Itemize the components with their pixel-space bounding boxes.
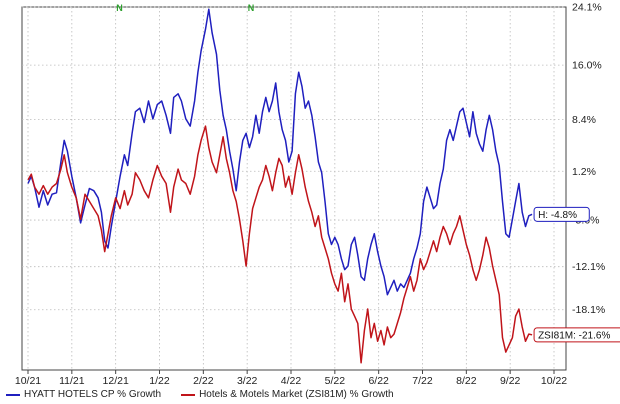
end-label-zsi81m: ZSI81M: -21.6% (538, 330, 610, 341)
x-tick-label: 1/22 (149, 375, 170, 385)
x-tick-label: 5/22 (325, 375, 346, 385)
line-chart: 24.1%16.0%8.4%1.2%-5.6%-12.1%-18.1%10/21… (15, 2, 620, 385)
series-line-hyatt (27, 8, 533, 296)
legend-label-hyatt: HYATT HOTELS CP % Growth (24, 389, 162, 400)
x-tick-label: 10/21 (15, 375, 41, 385)
end-label-box-zsi81m (533, 327, 620, 343)
event-marker: N (116, 3, 123, 13)
plot-area (21, 6, 567, 371)
legend-label-zsi81m: Hotels & Motels Market (ZSI81M) % Growth (199, 389, 394, 400)
x-tick-label: 10/22 (541, 375, 567, 385)
legend-swatch-hyatt (6, 393, 20, 396)
x-tick-label: 8/22 (456, 375, 477, 385)
x-tick-label: 3/22 (237, 375, 258, 385)
x-tick-label: 6/22 (368, 375, 389, 385)
y-tick-label: 16.0% (572, 60, 602, 72)
legend: HYATT HOTELS CP % Growth Hotels & Motels… (0, 385, 620, 404)
y-tick-label: -18.1% (572, 304, 605, 316)
y-tick-label: 24.1% (572, 2, 602, 14)
x-tick-label: 11/21 (59, 375, 85, 385)
y-tick-label: 8.4% (572, 114, 596, 126)
end-label-hyatt: H: -4.8% (538, 210, 577, 221)
x-tick-label: 12/21 (103, 375, 129, 385)
y-tick-label: 1.2% (572, 166, 596, 178)
legend-item-hyatt: HYATT HOTELS CP % Growth (6, 389, 161, 400)
x-tick-label: 7/22 (412, 375, 433, 385)
legend-item-zsi81m: Hotels & Motels Market (ZSI81M) % Growth (181, 389, 394, 400)
series-line-zsi81m (27, 125, 533, 364)
y-tick-label: -12.1% (572, 261, 605, 273)
x-tick-label: 4/22 (281, 375, 302, 385)
end-label-box-hyatt (533, 206, 590, 222)
x-tick-label: 9/22 (500, 375, 521, 385)
x-tick-label: 2/22 (193, 375, 214, 385)
legend-swatch-zsi81m (181, 393, 196, 396)
event-marker: N (248, 3, 255, 13)
